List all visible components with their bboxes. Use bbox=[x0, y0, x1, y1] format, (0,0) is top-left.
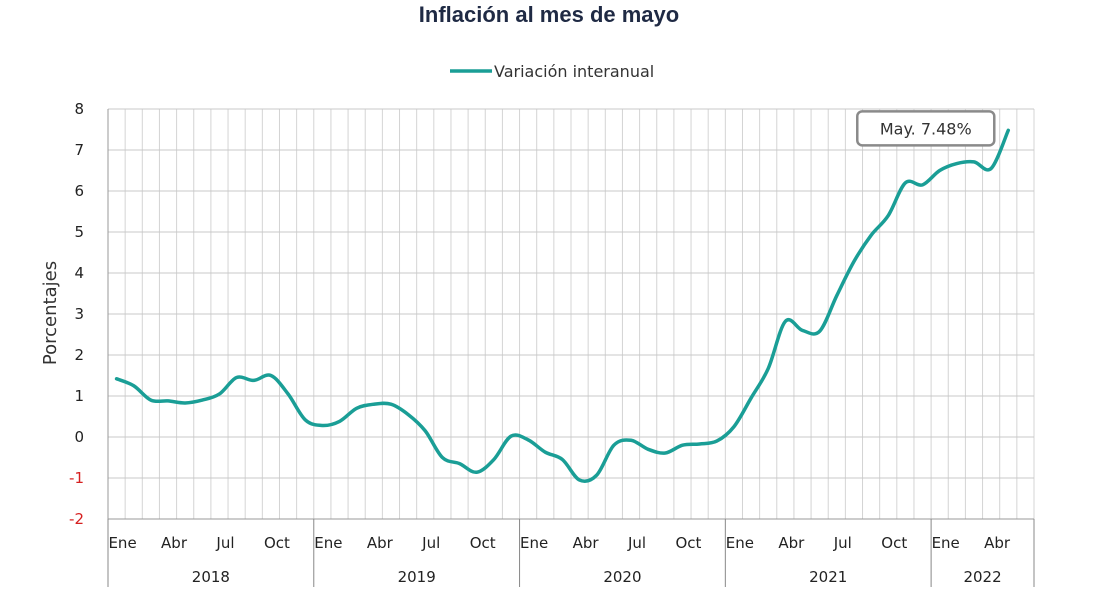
year-label: 2022 bbox=[963, 568, 1001, 586]
x-tick-label: Ene bbox=[314, 534, 342, 552]
chart-title: Inflación al mes de mayo bbox=[419, 2, 679, 27]
annotation-box bbox=[856, 110, 996, 147]
series-line-variacion-interanual bbox=[114, 128, 1011, 483]
series-layer bbox=[114, 128, 1011, 483]
y-tick-label: 2 bbox=[74, 346, 84, 364]
y-tick-label: 0 bbox=[74, 428, 84, 446]
year-label: 2018 bbox=[192, 568, 230, 586]
x-tick-label: Abr bbox=[984, 534, 1011, 552]
x-tick-label: Abr bbox=[161, 534, 188, 552]
x-tick-label: Jul bbox=[627, 534, 646, 552]
y-tick-label: 7 bbox=[74, 141, 84, 159]
x-tick-label: Jul bbox=[215, 534, 234, 552]
y-tick-label: 3 bbox=[74, 305, 84, 323]
y-tick-label: 8 bbox=[74, 100, 84, 118]
x-tick-label: Abr bbox=[573, 534, 600, 552]
y-tick-label: 1 bbox=[74, 387, 84, 405]
y-tick-label: -2 bbox=[69, 510, 84, 528]
y-axis-ticks: -2 -1 0 1 2 3 4 5 6 7 8 bbox=[69, 100, 84, 528]
annotation-layer: May. 7.48% bbox=[856, 110, 996, 147]
year-label: 2019 bbox=[398, 568, 436, 586]
x-tick-label: Oct bbox=[264, 534, 290, 552]
legend-label: Variación interanual bbox=[494, 62, 654, 81]
x-tick-label: Oct bbox=[675, 534, 701, 552]
x-tick-label: Oct bbox=[470, 534, 496, 552]
x-tick-label: Ene bbox=[932, 534, 960, 552]
year-label: 2020 bbox=[603, 568, 641, 586]
x-tick-label: Ene bbox=[520, 534, 548, 552]
year-label: 2021 bbox=[809, 568, 847, 586]
y-tick-label: -1 bbox=[69, 469, 84, 487]
y-axis-label: Porcentajes bbox=[40, 261, 61, 365]
y-tick-label: 6 bbox=[74, 182, 84, 200]
x-tick-label: Ene bbox=[726, 534, 754, 552]
y-tick-label: 5 bbox=[74, 223, 84, 241]
x-tick-label: Ene bbox=[108, 534, 136, 552]
y-tick-label: 4 bbox=[74, 264, 84, 282]
legend: Variación interanual bbox=[450, 62, 654, 81]
annotation-label: May. 7.48% bbox=[880, 119, 972, 138]
x-tick-label: Jul bbox=[833, 534, 852, 552]
x-tick-label: Abr bbox=[778, 534, 805, 552]
grid bbox=[107, 108, 1035, 587]
x-tick-label: Abr bbox=[367, 534, 394, 552]
x-axis-ticks: Ene Abr Jul Oct Ene Abr Jul Oct Ene Abr Jul Oct Ene A… bbox=[108, 534, 1010, 586]
x-tick-label: Oct bbox=[881, 534, 907, 552]
x-tick-label: Jul bbox=[421, 534, 440, 552]
